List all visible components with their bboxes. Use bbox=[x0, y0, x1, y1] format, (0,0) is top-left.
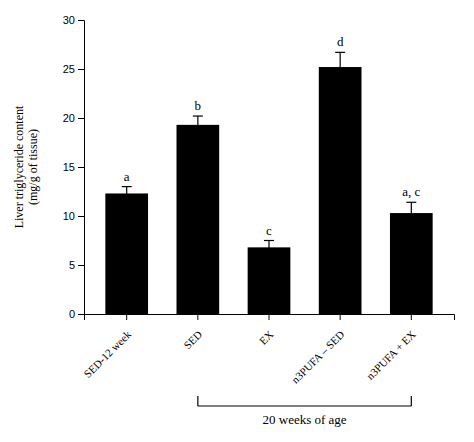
error-bar-line bbox=[193, 133, 203, 134]
y-axis-line bbox=[78, 21, 85, 315]
y-tick: 25 bbox=[63, 63, 84, 75]
error-bar-line bbox=[335, 52, 345, 53]
x-tick-label: SED bbox=[181, 328, 204, 351]
x-tick: n3PUFA + EX bbox=[364, 314, 418, 382]
bar bbox=[390, 213, 433, 314]
x-tick-label: n3PUFA – SED bbox=[289, 328, 347, 386]
y-tick: 30 bbox=[63, 14, 84, 26]
y-tick: 10 bbox=[63, 210, 84, 222]
x-tick-mark bbox=[269, 314, 270, 320]
plot: 0 5 10 15 20 25 30 SED-12 week SED EX n3PUFA – SED… bbox=[12, 14, 455, 427]
significance-letter: c bbox=[266, 223, 272, 238]
y-tick-label: 10 bbox=[63, 210, 75, 222]
x-tick-mark bbox=[340, 314, 341, 320]
x-tick: n3PUFA – SED bbox=[289, 314, 347, 386]
error-bar-line bbox=[411, 202, 412, 224]
y-tick: 15 bbox=[63, 161, 84, 173]
y-tick-label: 15 bbox=[63, 161, 75, 173]
error-bar-line bbox=[268, 241, 269, 255]
y-tick-label: 25 bbox=[63, 63, 75, 75]
error-bar-line bbox=[340, 52, 341, 81]
y-tick-mark bbox=[78, 216, 84, 217]
bracket-line bbox=[411, 396, 412, 406]
significance-letter: b bbox=[195, 98, 202, 113]
y-axis-title-line: (mg/g of tissue) bbox=[26, 129, 40, 205]
error-bar-line bbox=[122, 186, 132, 187]
error-bar-line bbox=[126, 187, 127, 201]
x-axis: SED-12 week SED EX n3PUFA – SED n3PUFA + EX bbox=[81, 314, 454, 386]
y-tick-label: 30 bbox=[63, 14, 75, 26]
x-tick: EX bbox=[257, 314, 276, 347]
error-bar-line bbox=[193, 115, 203, 116]
y-tick: 0 bbox=[69, 308, 84, 320]
annotations: a b c d a, c 20 weeks of age bbox=[124, 34, 421, 427]
chart: 0 5 10 15 20 25 30 SED-12 week SED EX n3PUFA – SED… bbox=[0, 0, 474, 442]
bar bbox=[177, 125, 220, 314]
error-bar-line bbox=[122, 200, 132, 201]
bar bbox=[319, 67, 362, 314]
y-tick-mark bbox=[78, 69, 84, 70]
y-tick-mark bbox=[78, 265, 84, 266]
error-bar bbox=[264, 241, 274, 255]
x-tick-label: n3PUFA + EX bbox=[364, 328, 418, 382]
error-bar bbox=[193, 116, 203, 134]
y-axis-title-line: Liver triglyceride content bbox=[12, 105, 26, 228]
significance-letter: d bbox=[337, 34, 344, 49]
error-bar-line bbox=[264, 240, 274, 241]
bar bbox=[105, 193, 148, 314]
error-bar-line bbox=[406, 202, 416, 203]
x-axis-line bbox=[85, 315, 455, 321]
y-tick: 5 bbox=[69, 259, 84, 271]
error-bar bbox=[406, 202, 416, 224]
bracket-line bbox=[198, 405, 411, 406]
x-tick-label: EX bbox=[257, 328, 276, 347]
bracket: 20 weeks of age bbox=[198, 396, 411, 427]
y-tick-mark bbox=[78, 118, 84, 119]
y-tick-label: 0 bbox=[69, 308, 75, 320]
error-bar-line bbox=[406, 223, 416, 224]
y-tick: 20 bbox=[63, 112, 84, 124]
x-tick-mark bbox=[197, 314, 198, 320]
error-bar bbox=[335, 52, 345, 81]
x-tick-label: SED-12 week bbox=[81, 328, 133, 380]
error-bar-line bbox=[197, 116, 198, 134]
bracket-line bbox=[197, 396, 198, 406]
y-tick-mark bbox=[78, 20, 84, 21]
y-axis: 0 5 10 15 20 25 30 bbox=[63, 14, 85, 320]
x-tick-mark bbox=[126, 314, 127, 320]
bracket-label: 20 weeks of age bbox=[263, 412, 347, 427]
bar bbox=[248, 247, 291, 314]
y-tick-mark bbox=[78, 167, 84, 168]
y-tick-label: 20 bbox=[63, 112, 75, 124]
x-tick: SED-12 week bbox=[81, 314, 133, 380]
x-tick-mark bbox=[411, 314, 412, 320]
y-tick-label: 5 bbox=[69, 259, 75, 271]
error-bar bbox=[122, 187, 132, 201]
significance-letter: a bbox=[124, 169, 130, 184]
error-bar-line bbox=[335, 81, 345, 82]
marks bbox=[105, 52, 432, 314]
error-bar-line bbox=[264, 254, 274, 255]
y-axis-title: Liver triglyceride content(mg/g of tissu… bbox=[12, 105, 40, 228]
y-tick-mark bbox=[78, 314, 84, 315]
significance-letter: a, c bbox=[402, 184, 420, 199]
x-tick: SED bbox=[181, 314, 204, 351]
